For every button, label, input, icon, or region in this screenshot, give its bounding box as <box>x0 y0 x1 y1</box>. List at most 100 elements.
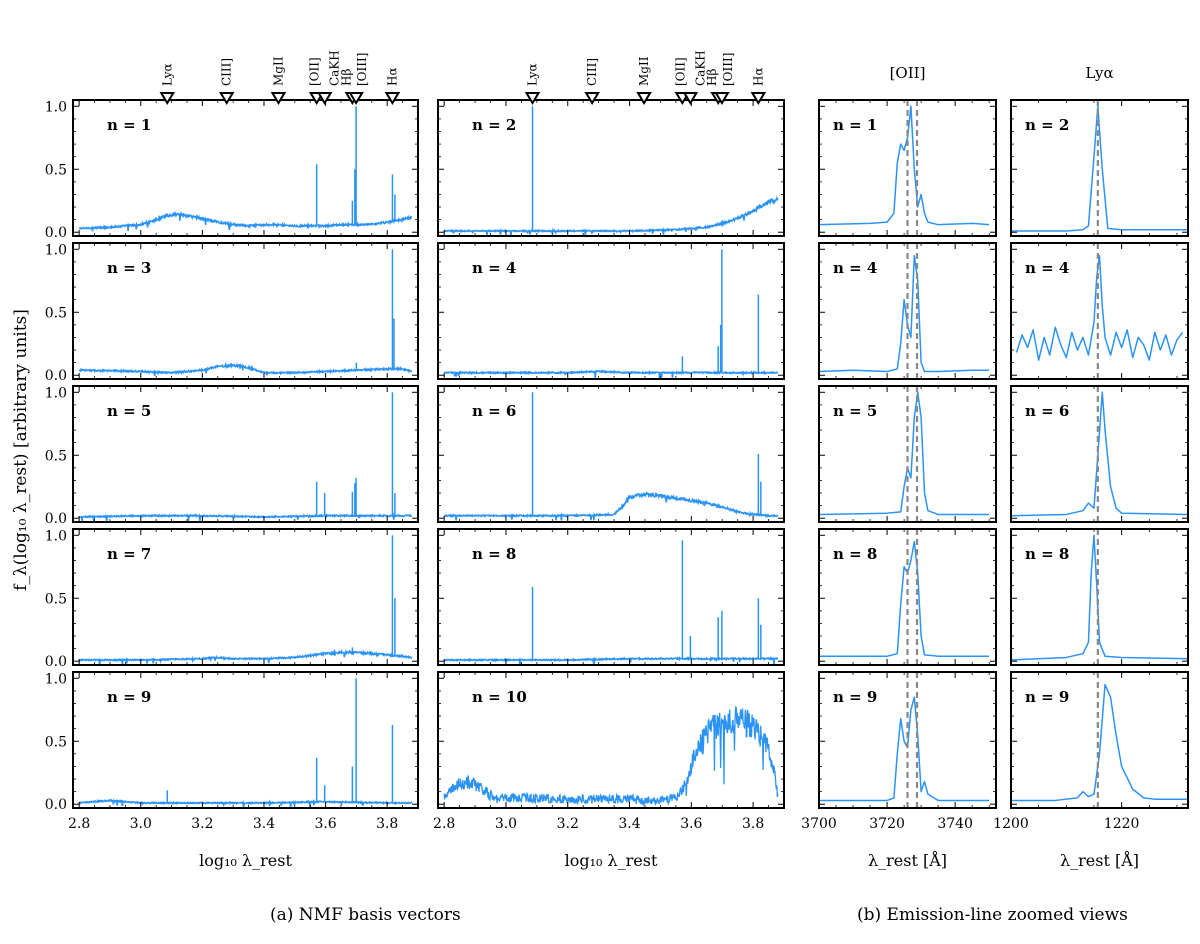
panel-label: n = 1 <box>833 116 877 134</box>
line-marker-label: [OIII] <box>355 53 369 86</box>
line-marker-label: CIII] <box>585 58 599 86</box>
plot-area <box>78 106 413 232</box>
y-tick-label: 1.0 <box>45 99 67 115</box>
nmf-panel-7: 0.0 0.5 1.0 n = 7 <box>45 528 419 670</box>
axes-frame <box>72 242 419 380</box>
series-line <box>78 210 413 232</box>
plot-area <box>1011 672 1188 808</box>
series-line <box>78 512 413 522</box>
x-axis-label: log₁₀ λ_rest <box>565 851 658 870</box>
caption-emission-line-zoomed-views: (b) Emission-line zoomed views <box>857 905 1128 925</box>
axes-frame <box>818 385 997 523</box>
caption-nmf-basis-vectors: (a) NMF basis vectors <box>270 905 461 925</box>
panel-label: n = 4 <box>472 259 516 277</box>
line-marker-label: [OII] <box>308 57 322 86</box>
panel-label: n = 8 <box>833 545 877 563</box>
line-marker-label: MgII <box>271 56 285 86</box>
plot-area <box>819 100 990 236</box>
series-line <box>1011 534 1188 661</box>
axes-frame <box>437 99 785 237</box>
panel-label: n = 9 <box>833 688 877 706</box>
series-line <box>819 391 990 516</box>
nmf-panel-5: 0.0 0.5 1.0 n = 5 <box>45 385 419 527</box>
zoom-1-panel-3: n = 6 <box>1010 385 1189 523</box>
nmf-panel-4: n = 4 <box>437 242 785 380</box>
plot-area <box>78 535 413 665</box>
plot-area <box>78 392 413 522</box>
panel-label: n = 4 <box>833 259 877 277</box>
y-tick-label: 0.0 <box>45 368 67 384</box>
series-line <box>444 369 779 379</box>
plot-area <box>819 672 990 808</box>
line-marker-label: Hα <box>751 67 765 86</box>
x-tick-label: 2.8 <box>68 816 90 832</box>
axes-frame <box>1010 671 1189 809</box>
series-line <box>443 705 779 807</box>
y-tick-label: 0.5 <box>45 734 67 750</box>
line-marker-triangle <box>159 92 176 105</box>
plot-area <box>1011 100 1188 236</box>
x-tick-label: 2.8 <box>433 816 455 832</box>
zoom-1-panel-4: n = 8 <box>1010 528 1189 666</box>
series-line <box>819 540 990 657</box>
panel-label: n = 9 <box>1025 688 1069 706</box>
series-line <box>443 655 779 665</box>
line-marker-label: MgII <box>637 56 651 86</box>
axes-frame <box>72 671 419 809</box>
axes-frame <box>437 385 785 523</box>
axes-layer: 0.0 0.5 1.0 n = 1 Lyα CIII] MgII [OII] CaKH Hβ [OI… <box>45 50 1189 870</box>
nmf-panel-8: n = 8 <box>437 528 785 666</box>
panel-label: n = 5 <box>107 402 151 420</box>
y-axis-label: f_λ(log₁₀ λ_rest) [arbitrary units] <box>11 309 31 591</box>
x-axis-label: log₁₀ λ_rest <box>199 851 292 870</box>
line-marker-label: Hβ <box>339 69 353 86</box>
panel-label: n = 6 <box>472 402 516 420</box>
zoom-0-panel-5: 3700 3720 3740 n = 9 λ_rest [Å] <box>801 671 997 870</box>
y-tick-label: 0.0 <box>45 511 67 527</box>
line-marker-triangle <box>682 92 699 105</box>
y-tick-label: 1.0 <box>45 671 67 687</box>
plot-area <box>819 529 990 665</box>
zoom-1-panel-2: n = 4 <box>1010 242 1189 380</box>
axes-frame <box>818 671 997 809</box>
series-line <box>78 648 413 665</box>
axes-frame <box>437 242 785 380</box>
panel-label: n = 5 <box>833 402 877 420</box>
axes-frame <box>1010 242 1189 380</box>
panel-label: n = 8 <box>1025 545 1069 563</box>
series-line <box>78 361 413 377</box>
line-marker-triangle <box>714 92 730 105</box>
panel-label: n = 10 <box>472 688 527 706</box>
axes-frame <box>437 671 785 809</box>
plot-area <box>819 386 990 522</box>
series-line <box>1011 391 1188 517</box>
zoom-0-panel-1: n = 1 <box>818 99 997 237</box>
panel-label: n = 1 <box>107 116 151 134</box>
x-tick-label: 3.2 <box>191 816 213 832</box>
line-marker-label: CaKH <box>693 50 707 86</box>
series-line <box>443 195 779 236</box>
x-tick-label: 3.0 <box>130 816 152 832</box>
panel-label: n = 4 <box>1025 259 1069 277</box>
line-marker-triangle <box>218 92 235 105</box>
x-tick-label: 3.2 <box>557 816 579 832</box>
series-line <box>819 254 990 373</box>
axes-frame <box>818 242 997 380</box>
plot-area <box>444 249 779 379</box>
panel-label: n = 3 <box>107 259 151 277</box>
panel-label: n = 9 <box>107 688 151 706</box>
nmf-panel-3: 0.0 0.5 1.0 n = 3 <box>45 242 419 384</box>
x-tick-label: 3.0 <box>495 816 517 832</box>
series-line <box>443 490 779 521</box>
y-tick-label: 0.0 <box>45 654 67 670</box>
x-tick-label: 3.8 <box>376 816 398 832</box>
zoom-0-panel-3: n = 5 <box>818 385 997 523</box>
line-marker-triangle <box>584 92 600 105</box>
zoom-title: Lyα <box>1085 64 1113 82</box>
x-tick-label: 1200 <box>993 816 1029 832</box>
y-tick-label: 0.0 <box>45 225 67 241</box>
line-marker-triangle <box>636 92 652 105</box>
axes-frame <box>437 528 785 666</box>
